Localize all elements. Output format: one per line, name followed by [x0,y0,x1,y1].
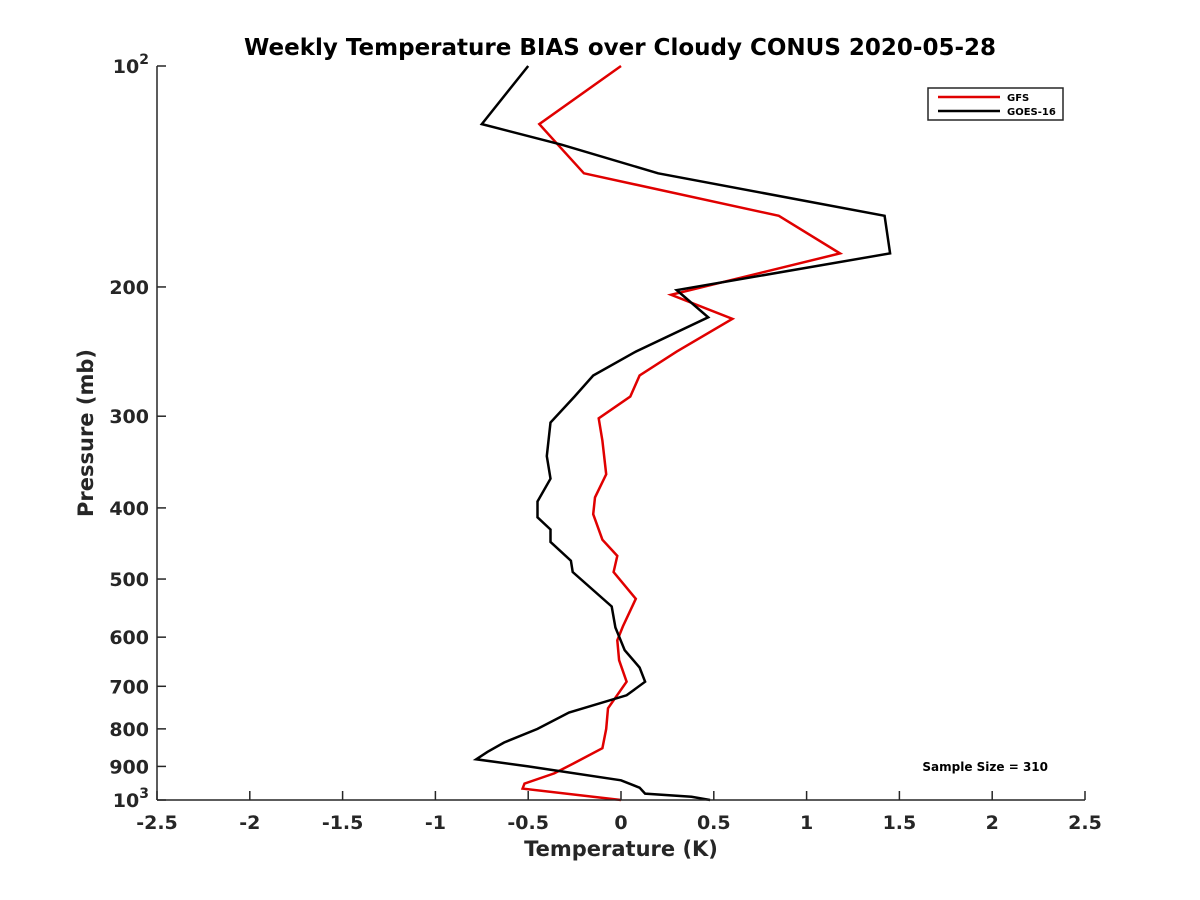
series-line-gfs [520,64,844,802]
x-tick-label: 1 [800,812,813,834]
y-tick-label-base: 10 [113,790,139,812]
x-tick-label: 2.5 [1068,812,1102,834]
x-tick-label: 0.5 [697,812,731,834]
y-tick-label-exponent: 3 [139,786,149,802]
x-axis-title: Temperature (K) [524,837,718,861]
x-tick-label: -0.5 [507,812,549,834]
legend-box [927,87,1064,121]
series-layer [472,64,892,802]
y-tick-label-base: 10 [113,56,139,78]
x-tick-label: -2.5 [136,812,178,834]
y-tick-label: 200 [109,277,149,299]
y-tick-label: 800 [109,719,149,741]
y-axis-title: Pressure (mb) [74,349,98,517]
x-tick-label: 2 [986,812,999,834]
y-tick-label: 600 [109,627,149,649]
y-tick-label: 400 [109,498,149,520]
y-tick-label: 102 [113,52,149,78]
legend-label-gfs: GFS [1007,93,1029,104]
y-tick-label: 900 [109,756,149,778]
y-tick-label-exponent: 2 [139,52,149,68]
series-line-goes16 [472,65,892,802]
x-tick-label: -1.5 [322,812,364,834]
y-tick-label: 300 [109,406,149,428]
x-tick-label: 0 [614,812,627,834]
x-tick-label: -1 [425,812,446,834]
legend-label-goes16: GOES-16 [1007,107,1056,118]
y-tick-label: 103 [113,786,149,812]
legend: GFS GOES-16 [927,87,1064,121]
x-ticks: -2.5 -2 -1.5 -1 -0.5 0 0.5 1 1.5 2 2.5 [136,791,1102,834]
y-tick-label: 500 [109,569,149,591]
chart-title: Weekly Temperature BIAS over Cloudy CONU… [244,35,996,61]
x-tick-label: 1.5 [883,812,917,834]
y-tick-label: 700 [109,676,149,698]
x-tick-label: -2 [239,812,260,834]
sample-size-annotation: Sample Size = 310 [922,760,1048,774]
